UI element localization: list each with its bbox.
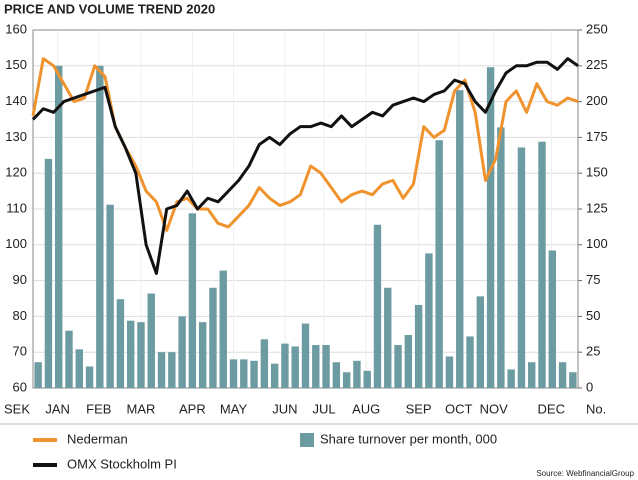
source: Source: WebfinancialGroup [536, 469, 634, 478]
line [31, 57, 579, 275]
bar [414, 304, 423, 388]
y-tick-label: 150 [5, 57, 27, 72]
bar [44, 158, 53, 388]
bar [147, 293, 155, 388]
y-tick-label: 140 [5, 93, 27, 108]
bar [209, 287, 217, 388]
bar [456, 90, 464, 389]
bar [373, 224, 382, 388]
bar [96, 65, 104, 389]
y-tick-label: 70 [13, 344, 27, 359]
x-tick-label: JAN [45, 401, 70, 416]
x-tick-label: MAR [127, 401, 156, 416]
y2-tick-label: 75 [586, 272, 600, 287]
bar [168, 352, 176, 388]
bar [363, 370, 371, 388]
x-tick-label: DEC [538, 401, 565, 416]
legend-label: Share turnover per month, 000 [320, 431, 497, 446]
bar [250, 360, 258, 388]
line [31, 57, 579, 232]
bar [260, 339, 269, 388]
legend-label: Nederman [67, 431, 128, 446]
x-tick-label: JUN [272, 401, 297, 416]
bar [85, 366, 94, 388]
bar [55, 65, 63, 389]
bar [332, 362, 341, 388]
bar [476, 296, 485, 388]
y-tick-label: 110 [6, 200, 27, 215]
bar [106, 204, 114, 388]
bar [425, 253, 433, 388]
y-tick-label: 100 [5, 236, 27, 251]
bar [126, 320, 135, 388]
bar [178, 316, 186, 388]
y2-tick-label: 0 [586, 379, 593, 394]
bar [394, 345, 402, 388]
bar [65, 330, 73, 388]
bar [445, 356, 454, 388]
bar [219, 270, 227, 388]
y-tick-label: 90 [13, 272, 27, 287]
bar [116, 299, 125, 388]
bar [404, 335, 413, 388]
bar [466, 336, 474, 388]
bar [137, 322, 145, 388]
bar [75, 349, 83, 388]
y2-tick-label: 25 [586, 344, 600, 359]
bar [558, 362, 567, 388]
bar [486, 67, 495, 389]
bar [312, 345, 320, 388]
bar [188, 213, 197, 388]
x-tick-label: NOV [480, 401, 509, 416]
bar [507, 369, 515, 388]
x-tick-label: JUL [312, 401, 335, 416]
y-tick-label: 120 [5, 165, 27, 180]
bar [34, 362, 42, 388]
bar [497, 127, 505, 388]
bar [517, 147, 526, 388]
bar [157, 352, 166, 388]
x-tick-label: MAY [220, 401, 248, 416]
bar [281, 343, 289, 388]
bar [301, 323, 310, 388]
x-tick-label: APR [179, 401, 206, 416]
y-tick-label: 160 [5, 21, 27, 36]
x-tick-label: SEP [406, 401, 432, 416]
bar [384, 287, 392, 388]
chart-title: PRICE AND VOLUME TREND 2020 [4, 1, 215, 16]
legend-swatch [300, 433, 314, 447]
bar [322, 345, 330, 388]
x-tick-label: AUG [352, 401, 380, 416]
bar [291, 346, 299, 388]
bar [240, 359, 248, 388]
bar [353, 360, 361, 388]
y2-tick-label: 200 [586, 93, 608, 108]
y-tick-label: 60 [13, 379, 27, 394]
bar [270, 363, 279, 388]
y-axis-label: SEK [4, 401, 30, 416]
legend-label: OMX Stockholm PI [67, 456, 177, 471]
y2-tick-label: 250 [586, 21, 608, 36]
y2-axis-label: No. [586, 401, 606, 416]
bar [198, 322, 207, 388]
y2-tick-label: 175 [586, 129, 608, 144]
x-tick-label: FEB [86, 401, 111, 416]
x-tick-label: OCT [445, 401, 473, 416]
bar [342, 372, 351, 388]
y2-tick-label: 225 [586, 57, 608, 72]
bar [538, 141, 546, 388]
y2-tick-label: 100 [586, 236, 608, 251]
y2-tick-label: 125 [586, 200, 608, 215]
bar [435, 140, 443, 388]
bar [229, 359, 238, 388]
y-tick-label: 130 [5, 129, 27, 144]
bar [528, 362, 536, 388]
bar [548, 250, 556, 388]
y2-tick-label: 50 [586, 308, 600, 323]
bar [569, 372, 577, 388]
y-tick-label: 80 [13, 308, 27, 323]
y2-tick-label: 150 [586, 165, 608, 180]
